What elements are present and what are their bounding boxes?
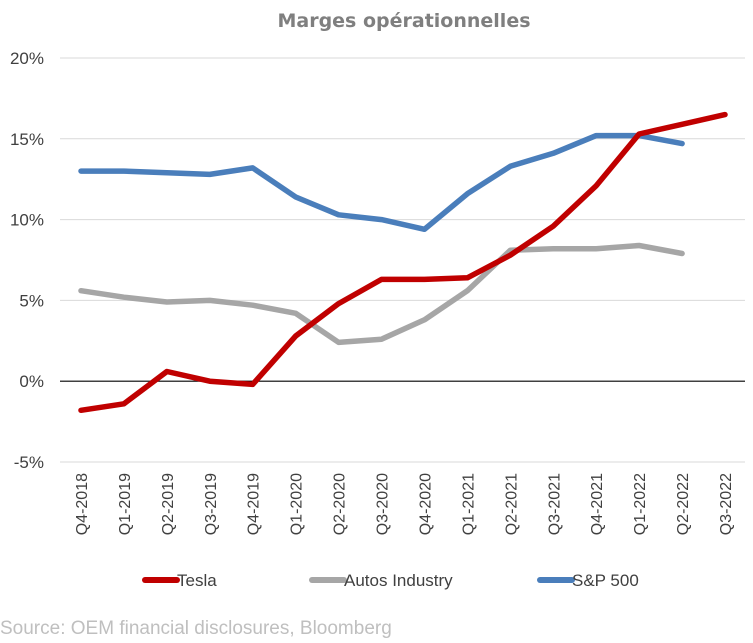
legend: Tesla Autos Industry S&P 500 [142, 571, 639, 590]
grid [60, 57, 745, 463]
y-tick-label: 10% [10, 211, 44, 230]
series-line-s-p-500 [78, 132, 685, 233]
x-axis-ticks: Q4-2018 Q1-2019 Q2-2019 Q3-2019 Q4-2019 Q1-20… [74, 473, 735, 535]
chart-title: Marges opérationnelles [277, 10, 530, 32]
x-tick-label: Q1-2019 [117, 473, 134, 535]
legend-label: Tesla [177, 571, 217, 590]
x-tick-label: Q3-2021 [546, 473, 563, 535]
x-tick-label: Q4-2018 [74, 473, 91, 535]
y-tick-label: -5% [14, 453, 44, 472]
y-axis-ticks: -5% 0% 5% 10% 15% 20% [10, 49, 44, 472]
x-tick-label: Q2-2021 [503, 473, 520, 535]
x-tick-label: Q4-2019 [246, 473, 263, 535]
source-note: Source: OEM financial disclosures, Bloom… [0, 618, 392, 639]
series-line-autos-industry [78, 242, 685, 346]
legend-label: Autos Industry [344, 571, 453, 590]
x-tick-label: Q1-2020 [289, 473, 306, 535]
y-tick-label: 5% [19, 291, 44, 310]
x-tick-label: Q4-2020 [417, 473, 434, 535]
x-tick-label: Q2-2022 [675, 473, 692, 535]
x-tick-label: Q1-2021 [460, 473, 477, 535]
x-tick-label: Q2-2020 [332, 473, 349, 535]
y-tick-label: 0% [19, 372, 44, 391]
x-tick-label: Q3-2020 [375, 473, 392, 535]
y-tick-label: 20% [10, 49, 44, 68]
x-tick-label: Q4-2021 [589, 473, 606, 535]
x-tick-label: Q3-2022 [718, 473, 735, 535]
x-tick-label: Q1-2022 [632, 473, 649, 535]
y-tick-label: 15% [10, 130, 44, 149]
legend-label: S&P 500 [572, 571, 639, 590]
x-tick-label: Q2-2019 [160, 473, 177, 535]
x-tick-label: Q3-2019 [203, 473, 220, 535]
series-line-tesla [78, 111, 728, 414]
series-lines [78, 111, 728, 414]
